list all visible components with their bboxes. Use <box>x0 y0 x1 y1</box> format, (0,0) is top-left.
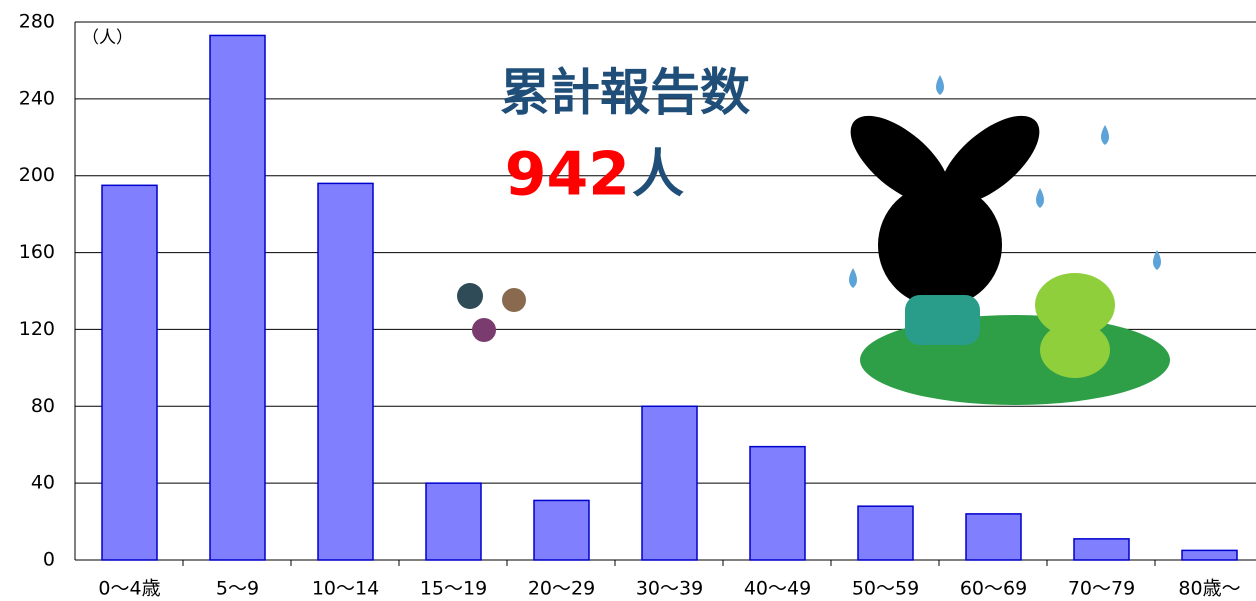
bar <box>857 505 914 561</box>
germs-illustration <box>457 283 526 342</box>
x-tick-label: 10～14 <box>312 578 379 600</box>
total-number: 942 <box>505 140 630 210</box>
x-tick-label: 30～39 <box>636 578 703 600</box>
x-tick-label: 70～79 <box>1068 578 1135 600</box>
y-tick-label: 160 <box>19 241 55 263</box>
y-tick-label: 40 <box>31 472 55 494</box>
total-unit: 人 <box>632 145 684 205</box>
y-tick-label: 200 <box>19 164 55 186</box>
bar <box>533 499 590 561</box>
bar <box>317 182 374 561</box>
bar <box>101 184 158 561</box>
total-label: 累計報告数 <box>500 64 750 122</box>
x-tick-label: 80歳～ <box>1178 578 1240 600</box>
x-tick-label: 60～69 <box>960 578 1027 600</box>
y-tick-label: 240 <box>19 87 55 109</box>
y-tick-label: 0 <box>43 549 55 571</box>
x-tick-label: 0～4歳 <box>98 578 160 600</box>
bar <box>1181 549 1238 561</box>
bar <box>425 482 482 561</box>
x-tick-label: 20～29 <box>528 578 595 600</box>
bar <box>209 34 266 561</box>
x-tick-label: 40～49 <box>744 578 811 600</box>
bar <box>749 445 806 561</box>
bar <box>965 513 1022 561</box>
y-tick-label: 120 <box>19 318 55 340</box>
rabbit-frog-illustration <box>849 75 1170 405</box>
bar <box>1073 538 1130 561</box>
x-tick-label: 50～59 <box>852 578 919 600</box>
bar <box>641 405 698 561</box>
y-tick-label: 280 <box>19 11 55 33</box>
x-tick-label: 15～19 <box>420 578 487 600</box>
x-tick-label: 5～9 <box>216 578 259 600</box>
y-tick-label: 80 <box>31 395 55 417</box>
unit-label: （人） <box>82 28 133 48</box>
